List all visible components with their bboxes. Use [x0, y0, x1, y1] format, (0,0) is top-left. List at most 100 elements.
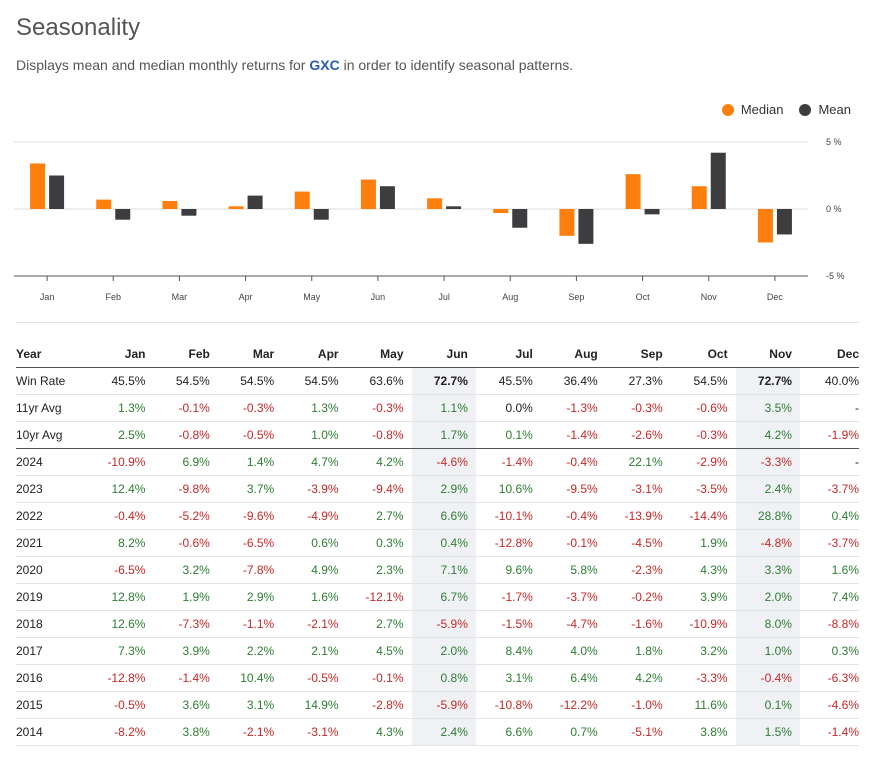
- table-cell: 6.6%: [411, 502, 476, 530]
- table-cell: 1.1%: [411, 394, 476, 422]
- table-cell: -3.7%: [799, 475, 859, 503]
- table-cell: -12.2%: [540, 691, 606, 719]
- table-cell: -9.8%: [153, 475, 218, 503]
- table-cell: 2.0%: [735, 583, 800, 611]
- table-cell: 2.2%: [217, 637, 283, 665]
- x-tick-label: Jan: [40, 292, 55, 302]
- y-tick-label: 5 %: [826, 137, 842, 147]
- table-row: 2018 12.6% -7.3% -1.1% -2.1% 2.7% -5.9% -1.5% -4…: [16, 610, 859, 638]
- column-header-sep: Sep: [605, 341, 671, 368]
- table-cell: -0.3%: [346, 394, 412, 422]
- table-row: 2023 12.4% -9.8% 3.7% -3.9% -9.4% 2.9% 10.6% -9.…: [16, 475, 859, 503]
- row-label: 2014: [16, 718, 89, 746]
- table-cell: 8.2%: [88, 529, 154, 557]
- table-cell: 3.8%: [153, 718, 218, 746]
- table-cell: 63.6%: [346, 367, 412, 395]
- table-cell: -12.8%: [88, 664, 154, 692]
- table-cell: -4.6%: [799, 691, 859, 719]
- table-cell: -6.5%: [217, 529, 283, 557]
- table-cell: -0.8%: [346, 421, 412, 449]
- table-cell: -0.1%: [540, 529, 606, 557]
- table-cell: 54.5%: [153, 367, 218, 395]
- table-cell: -4.9%: [282, 502, 347, 530]
- table-cell: 5.8%: [540, 556, 606, 584]
- table-cell: -6.3%: [799, 664, 859, 692]
- bar-median-dec: [757, 209, 773, 243]
- table-cell: -10.1%: [475, 502, 541, 530]
- table-cell: -3.5%: [670, 475, 736, 503]
- table-cell: 4.0%: [540, 637, 606, 665]
- table-cell: -0.4%: [540, 502, 606, 530]
- table-row: 2014 -8.2% 3.8% -2.1% -3.1% 4.3% 2.4% 6.6% 0.7% -…: [16, 718, 859, 746]
- row-label: 2023: [16, 475, 89, 503]
- row-label: 11yr Avg: [16, 394, 89, 422]
- bar-median-sep: [559, 209, 575, 236]
- table-cell: 8.0%: [735, 610, 800, 638]
- table-cell: -5.2%: [153, 502, 218, 530]
- bar-mean-mar: [181, 209, 197, 216]
- section-divider: [16, 322, 859, 323]
- table-cell: -1.4%: [799, 718, 859, 746]
- table-cell: -2.6%: [605, 421, 671, 449]
- x-tick-label: Feb: [105, 292, 121, 302]
- table-cell: 2.7%: [346, 610, 412, 638]
- bar-mean-aug: [512, 209, 528, 228]
- table-cell: -: [799, 448, 859, 476]
- subtitle-text-pre: Displays mean and median monthly returns…: [16, 57, 310, 73]
- table-cell: -0.3%: [670, 421, 736, 449]
- table-cell: 1.9%: [153, 583, 218, 611]
- row-label: 2024: [16, 448, 89, 476]
- table-cell: 4.3%: [670, 556, 736, 584]
- table-cell: 54.5%: [217, 367, 283, 395]
- row-label: 2022: [16, 502, 89, 530]
- table-cell: -5.9%: [411, 691, 476, 719]
- table-cell: 6.4%: [540, 664, 606, 692]
- table-cell: -13.9%: [605, 502, 671, 530]
- column-header-feb: Feb: [153, 341, 218, 368]
- table-cell: 1.3%: [282, 394, 347, 422]
- column-header-aug: Aug: [540, 341, 606, 368]
- table-cell: 2.1%: [282, 637, 347, 665]
- x-tick-label: Apr: [239, 292, 253, 302]
- table-cell: 3.9%: [153, 637, 218, 665]
- bar-mean-jan: [49, 175, 65, 209]
- table-cell: 1.0%: [735, 637, 800, 665]
- row-label: 2018: [16, 610, 89, 638]
- table-cell: -1.4%: [540, 421, 606, 449]
- bar-median-mar: [162, 200, 178, 209]
- table-cell: -1.6%: [605, 610, 671, 638]
- bar-mean-jun: [379, 186, 395, 209]
- x-tick-label: Jun: [371, 292, 386, 302]
- table-cell: -4.7%: [540, 610, 606, 638]
- table-cell: -1.1%: [217, 610, 283, 638]
- y-tick-label: -5 %: [826, 271, 845, 281]
- table-cell: 3.5%: [735, 394, 800, 422]
- table-cell: -1.7%: [475, 583, 541, 611]
- legend-mean[interactable]: Mean: [799, 102, 851, 117]
- table-cell: 10.4%: [217, 664, 283, 692]
- table-cell: 3.2%: [670, 637, 736, 665]
- ticker-link[interactable]: GXC: [309, 57, 340, 73]
- table-cell: 2.3%: [346, 556, 412, 584]
- table-cell: -14.4%: [670, 502, 736, 530]
- table-cell: 4.3%: [346, 718, 412, 746]
- table-cell: -0.5%: [88, 691, 154, 719]
- table-cell: 6.7%: [411, 583, 476, 611]
- win-rate-row: Win Rate 45.5% 54.5% 54.5% 54.5% 63.6% 72.7% 45…: [16, 367, 859, 395]
- table-cell: 12.6%: [88, 610, 154, 638]
- table-cell: -10.9%: [670, 610, 736, 638]
- seasonality-bar-chart: 5 % 0 % -5 % Jan Feb Mar Apr May Jun Jul Aug Sep Oct…: [14, 137, 845, 302]
- table-cell: 3.3%: [735, 556, 800, 584]
- legend-median[interactable]: Median: [721, 102, 783, 117]
- table-cell: -5.9%: [411, 610, 476, 638]
- table-row: 2020 -6.5% 3.2% -7.8% 4.9% 2.3% 7.1% 9.6% 5.8% -2…: [16, 556, 859, 584]
- table-cell: -9.4%: [346, 475, 412, 503]
- table-cell: 1.4%: [217, 448, 283, 476]
- table-cell: 12.8%: [88, 583, 154, 611]
- table-cell: 3.1%: [475, 664, 541, 692]
- table-cell: -7.3%: [153, 610, 218, 638]
- x-tick-label: Jul: [438, 292, 450, 302]
- column-header-may: May: [346, 341, 412, 368]
- x-tick-label: Nov: [701, 292, 718, 302]
- table-row: 2022 -0.4% -5.2% -9.6% -4.9% 2.7% 6.6% -10.1% -0…: [16, 502, 859, 530]
